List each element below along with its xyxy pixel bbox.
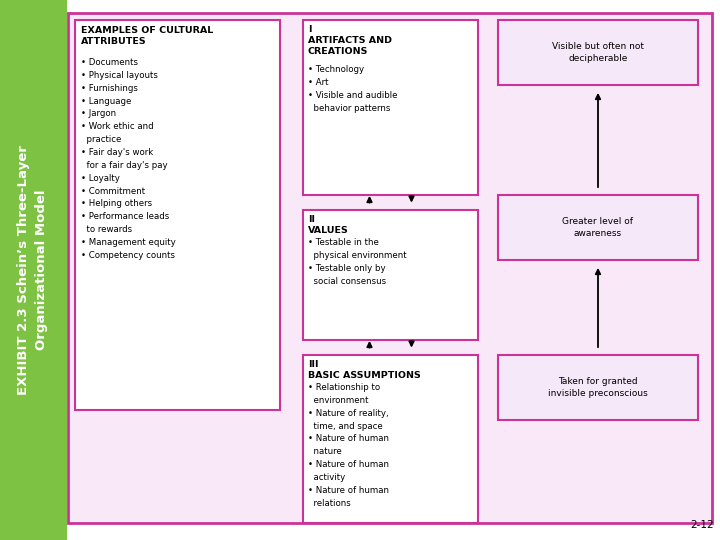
Bar (303, 210, 478, 340)
Text: • Relationship to
  environment
• Nature of reality,
  time, and space
• Nature : • Relationship to environment • Nature o… (308, 383, 389, 508)
Text: EXAMPLES OF CULTURAL
ATTRIBUTES: EXAMPLES OF CULTURAL ATTRIBUTES (81, 26, 213, 46)
Text: EXHIBIT 2.3 Schein’s Three-Layer
Organizational Model: EXHIBIT 2.3 Schein’s Three-Layer Organiz… (17, 145, 48, 395)
Text: • Technology
• Art
• Visible and audible
  behavior patterns: • Technology • Art • Visible and audible… (308, 65, 397, 112)
Text: Greater level of
awareness: Greater level of awareness (562, 217, 634, 238)
Text: • Documents
• Physical layouts
• Furnishings
• Language
• Jargon
• Work ethic an: • Documents • Physical layouts • Furnish… (81, 58, 176, 260)
Bar (303, 20, 478, 195)
Bar (303, 355, 478, 523)
Bar (498, 20, 698, 85)
Bar (0, 0, 67, 540)
Text: II
VALUES: II VALUES (308, 215, 348, 235)
Text: I
ARTIFACTS AND
CREATIONS: I ARTIFACTS AND CREATIONS (308, 25, 392, 56)
Bar (498, 195, 698, 260)
Text: Taken for granted
invisible preconscious: Taken for granted invisible preconscious (548, 377, 648, 398)
Text: III
BASIC ASSUMPTIONS: III BASIC ASSUMPTIONS (308, 360, 420, 380)
Bar (75, 20, 280, 410)
Text: 2-12: 2-12 (690, 520, 714, 530)
Text: • Testable in the
  physical environment
• Testable only by
  social consensus: • Testable in the physical environment •… (308, 238, 407, 286)
Text: Visible but often not
decipherable: Visible but often not decipherable (552, 42, 644, 63)
Bar (498, 355, 698, 420)
Bar (68, 13, 712, 523)
